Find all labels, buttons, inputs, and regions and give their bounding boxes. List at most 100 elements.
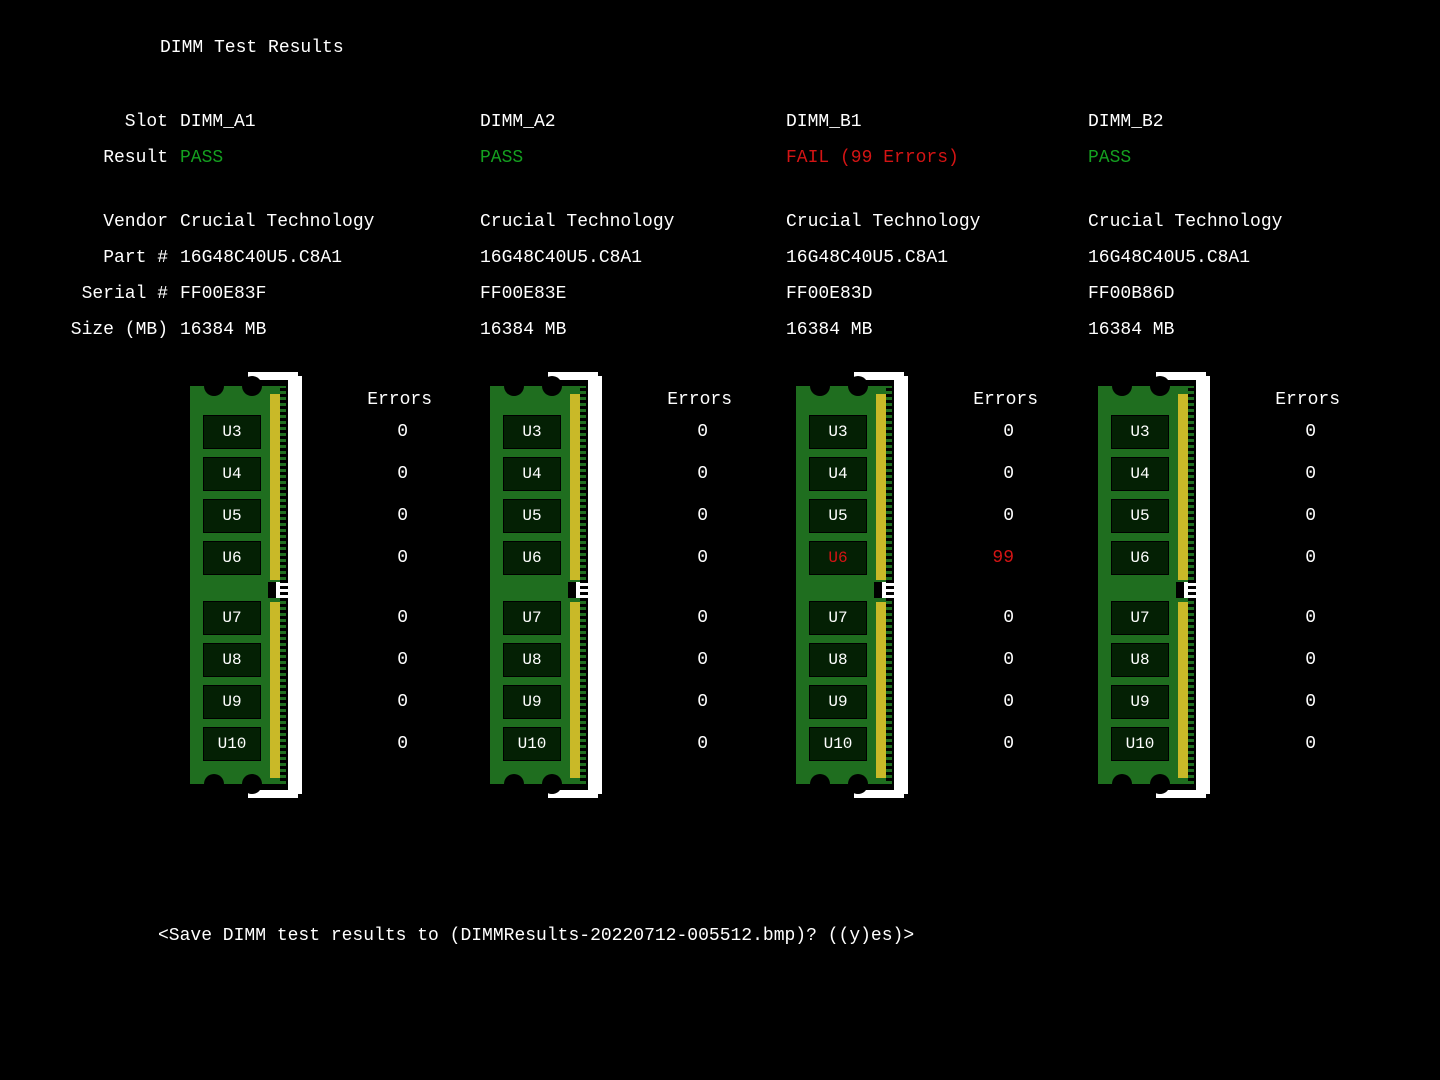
save-prompt[interactable]: <Save DIMM test results to (DIMMResults-…: [158, 926, 914, 946]
chip-midgap: [809, 583, 867, 601]
error-value-U3: 0: [914, 415, 1014, 449]
chip-U6: U6: [203, 541, 261, 575]
chip-U4: U4: [1111, 457, 1169, 491]
slot-name: DIMM_B1: [786, 104, 1086, 140]
errors-header: Errors: [973, 390, 1038, 410]
info-gap: [480, 176, 780, 204]
chip-list: U3U4U5U6U7U8U9U10: [503, 415, 561, 769]
label-slot: Slot: [0, 104, 168, 140]
size: 16384 MB: [480, 312, 780, 348]
dimm-column-DIMM_B2: DIMM_B2PASSCrucial Technology16G48C40U5.…: [1088, 104, 1388, 800]
info-gap: [786, 176, 1086, 204]
chip-U10: U10: [1111, 727, 1169, 761]
chip-U7: U7: [809, 601, 867, 635]
error-value-U10: 0: [608, 727, 708, 761]
chip-U7: U7: [1111, 601, 1169, 635]
error-value-U6: 0: [1216, 541, 1316, 575]
vendor: Crucial Technology: [1088, 204, 1388, 240]
dimm-info: DIMM_A2PASSCrucial Technology16G48C40U5.…: [480, 104, 780, 348]
result-text: FAIL (99 Errors): [786, 140, 1086, 176]
dimm-info: DIMM_B1FAIL (99 Errors)Crucial Technolog…: [786, 104, 1086, 348]
chip-U5: U5: [203, 499, 261, 533]
error-midgap: [1216, 583, 1316, 601]
chip-midgap: [1111, 583, 1169, 601]
dimm-info: DIMM_A1PASS Crucial Technology16G48C40U5.…: [180, 104, 480, 348]
label-size: Size (MB): [0, 312, 168, 348]
label-result: Result: [0, 140, 168, 176]
error-list: 00000000: [608, 415, 708, 769]
error-midgap: [608, 583, 708, 601]
label-gap: [0, 176, 168, 204]
chip-U9: U9: [1111, 685, 1169, 719]
chip-U4: U4: [809, 457, 867, 491]
chip-U3: U3: [809, 415, 867, 449]
dimm-module-block: ErrorsU3U4U5U6U7U8U9U1000000000: [1088, 370, 1388, 800]
chip-U5: U5: [809, 499, 867, 533]
error-value-U7: 0: [1216, 601, 1316, 635]
error-value-U3: 0: [608, 415, 708, 449]
error-value-U8: 0: [1216, 643, 1316, 677]
slot-name: DIMM_B2: [1088, 104, 1388, 140]
chip-U8: U8: [1111, 643, 1169, 677]
chip-U5: U5: [1111, 499, 1169, 533]
error-value-U7: 0: [308, 601, 408, 635]
part-number: 16G48C40U5.C8A1: [1088, 240, 1388, 276]
chip-U10: U10: [503, 727, 561, 761]
errors-header: Errors: [667, 390, 732, 410]
dimm-module-block: ErrorsU3U4U5U6U7U8U9U1000000000: [180, 370, 480, 800]
error-list: 000990000: [914, 415, 1014, 769]
serial-number: FF00E83D: [786, 276, 1086, 312]
dimm-module-block: ErrorsU3U4U5U6U7U8U9U1000000000: [480, 370, 780, 800]
chip-U8: U8: [203, 643, 261, 677]
chip-U4: U4: [203, 457, 261, 491]
dimm-column-DIMM_A1: DIMM_A1PASS Crucial Technology16G48C40U5.…: [180, 104, 480, 800]
vendor: Crucial Technology: [180, 204, 480, 240]
row-labels: Slot Result Vendor Part # Serial # Size …: [0, 104, 168, 348]
chip-U6: U6: [1111, 541, 1169, 575]
chip-U9: U9: [809, 685, 867, 719]
size: 16384 MB: [786, 312, 1086, 348]
part-number: 16G48C40U5.C8A1: [180, 240, 480, 276]
serial-number: FF00E83F: [180, 276, 480, 312]
error-value-U6: 0: [308, 541, 408, 575]
error-value-U5: 0: [914, 499, 1014, 533]
info-gap: [1088, 176, 1388, 204]
error-value-U5: 0: [1216, 499, 1316, 533]
chip-U3: U3: [1111, 415, 1169, 449]
error-value-U9: 0: [1216, 685, 1316, 719]
dimm-results-screen: DIMM Test Results Slot Result Vendor Par…: [0, 0, 1440, 1080]
chip-U9: U9: [203, 685, 261, 719]
error-list: 00000000: [1216, 415, 1316, 769]
dimm-column-DIMM_A2: DIMM_A2PASSCrucial Technology16G48C40U5.…: [480, 104, 780, 800]
error-value-U10: 0: [914, 727, 1014, 761]
result-text: PASS: [180, 140, 480, 176]
info-gap: [180, 176, 480, 204]
chip-U10: U10: [203, 727, 261, 761]
error-value-U8: 0: [308, 643, 408, 677]
chip-U3: U3: [203, 415, 261, 449]
error-value-U4: 0: [308, 457, 408, 491]
chip-U10: U10: [809, 727, 867, 761]
label-serial: Serial #: [0, 276, 168, 312]
error-value-U8: 0: [914, 643, 1014, 677]
error-value-U5: 0: [608, 499, 708, 533]
error-value-U5: 0: [308, 499, 408, 533]
error-value-U4: 0: [914, 457, 1014, 491]
label-vendor: Vendor: [0, 204, 168, 240]
error-midgap: [914, 583, 1014, 601]
serial-number: FF00B86D: [1088, 276, 1388, 312]
chip-list: U3U4U5U6U7U8U9U10: [809, 415, 867, 769]
error-value-U10: 0: [308, 727, 408, 761]
result-text: PASS: [480, 140, 780, 176]
size: 16384 MB: [180, 312, 480, 348]
chip-U8: U8: [809, 643, 867, 677]
error-value-U8: 0: [608, 643, 708, 677]
slot-name: DIMM_A1: [180, 104, 480, 140]
error-value-U9: 0: [914, 685, 1014, 719]
chip-midgap: [503, 583, 561, 601]
error-value-U6: 0: [608, 541, 708, 575]
error-midgap: [308, 583, 408, 601]
dimm-column-DIMM_B1: DIMM_B1FAIL (99 Errors)Crucial Technolog…: [786, 104, 1086, 800]
slot-name: DIMM_A2: [480, 104, 780, 140]
chip-U3: U3: [503, 415, 561, 449]
